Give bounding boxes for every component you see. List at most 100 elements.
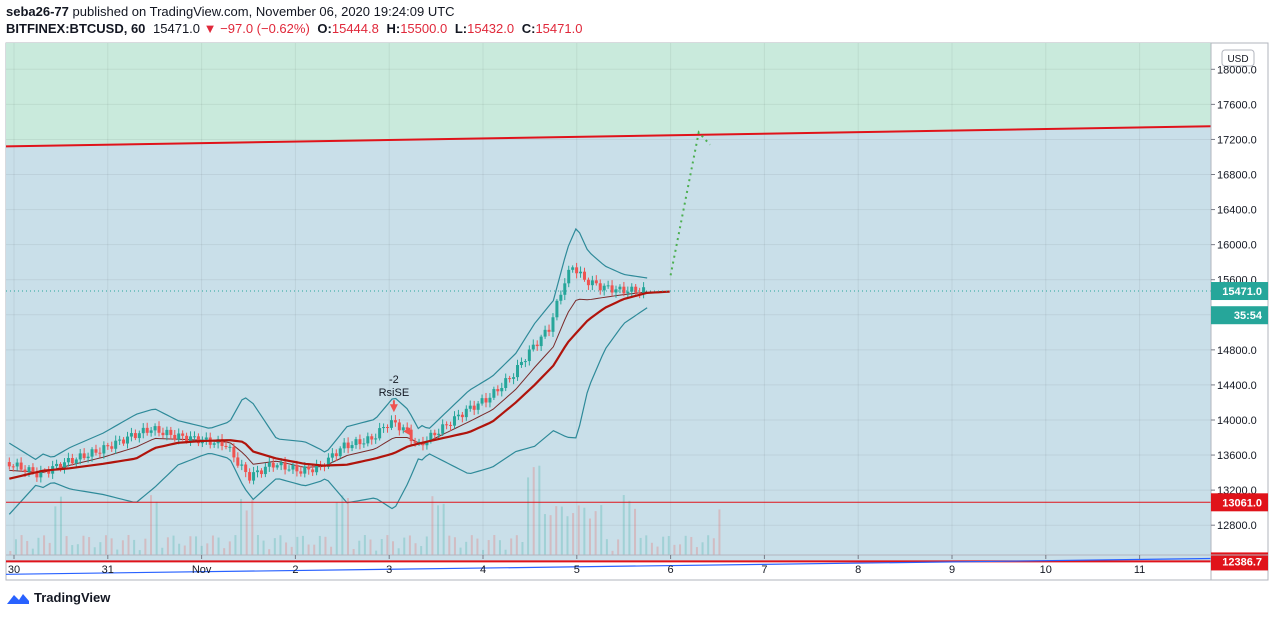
candle-body — [496, 389, 500, 392]
candle-body — [66, 458, 70, 463]
price-tag-label: 35:54 — [1234, 310, 1263, 322]
candle-body — [614, 289, 618, 293]
brand-name[interactable]: TradingView — [34, 590, 111, 605]
candle-body — [492, 389, 496, 398]
candle-body — [342, 442, 346, 449]
low-value: 15432.0 — [467, 21, 515, 36]
currency-box[interactable] — [1221, 49, 1255, 67]
candle-body — [90, 449, 94, 457]
candle-body — [78, 453, 82, 460]
candle-body — [98, 452, 102, 454]
author-name[interactable]: seba26-77 — [6, 4, 69, 19]
blue-trendline[interactable] — [5, 557, 1212, 575]
candle-body — [571, 267, 575, 270]
candle-body — [417, 441, 421, 443]
change-value: −97.0 (−0.62%) — [220, 21, 310, 36]
signal-label: RsiSE — [379, 387, 410, 399]
volume-bar — [172, 535, 175, 555]
candle-body — [405, 427, 409, 430]
price-tick-label: 13600.0 — [1217, 450, 1257, 462]
candle-body — [638, 292, 642, 294]
candle-body — [157, 426, 161, 433]
candle-body — [259, 470, 263, 475]
volume-bar — [662, 536, 665, 555]
candle-body — [594, 280, 598, 284]
volume-bar — [684, 535, 687, 555]
last-price: 15471.0 — [153, 21, 201, 36]
candle-body — [512, 377, 516, 379]
price-tick-label: 16000.0 — [1217, 240, 1257, 252]
candle-body — [386, 427, 390, 429]
candle-body — [145, 427, 149, 433]
volume-bar — [375, 550, 378, 555]
volume-bar — [183, 545, 186, 555]
candle-body — [315, 464, 319, 473]
volume-bar — [161, 547, 164, 555]
price-tag-label: 12386.7 — [1222, 556, 1262, 568]
volume-bar — [425, 536, 428, 555]
candle-body — [555, 300, 559, 318]
volume-bar — [695, 547, 698, 555]
volume-bar — [527, 477, 530, 555]
projection-path[interactable] — [669, 130, 711, 276]
currency-label: USD — [1227, 54, 1248, 65]
volume-bar — [211, 535, 214, 555]
volume-bar — [369, 539, 372, 555]
publish-line: seba26-77 published on TradingView.com, … — [6, 4, 455, 19]
price-tick-label: 16400.0 — [1217, 205, 1257, 217]
volume-bar — [690, 536, 693, 555]
candle-body — [468, 405, 472, 409]
price-tag-label: 13061.0 — [1222, 497, 1262, 509]
volume-bar — [127, 535, 130, 555]
volume-bar — [88, 537, 91, 555]
volume-bar — [256, 535, 259, 555]
volume-bar — [650, 542, 653, 555]
volume-bar — [403, 537, 406, 555]
candle-body — [401, 427, 405, 431]
candle-body — [47, 470, 51, 474]
candle-body — [263, 466, 267, 475]
volume-bar — [43, 535, 46, 555]
candle-body — [169, 429, 173, 435]
resistance-trendline[interactable] — [5, 125, 1212, 148]
volume-bar — [572, 513, 575, 555]
candle-body — [181, 433, 185, 436]
candle-body — [579, 271, 583, 274]
candle-body — [382, 427, 386, 429]
symbol-line: BITFINEX:BTCUSD, 60 15471.0 ▼ −97.0 (−0.… — [6, 21, 582, 36]
candle-body — [425, 441, 429, 446]
high-value: 15500.0 — [400, 21, 448, 36]
price-tick-label: 14800.0 — [1217, 345, 1257, 357]
volume-bar — [645, 535, 648, 555]
candle-body — [543, 329, 547, 337]
volume-bar — [634, 508, 637, 555]
candle-body — [362, 443, 366, 445]
time-tick-label: 8 — [855, 564, 861, 576]
candle-body — [224, 445, 228, 448]
bollinger-upper — [8, 227, 648, 461]
volume-bar — [656, 546, 659, 555]
volume-bar — [48, 542, 51, 555]
candle-body — [519, 361, 523, 366]
close-label: C: — [521, 21, 536, 36]
volume-bar — [667, 536, 670, 555]
volume-bar — [459, 547, 462, 555]
volume-bar — [14, 539, 17, 555]
open-label: O: — [317, 21, 332, 36]
volume-bar — [510, 538, 513, 555]
candle-body — [55, 463, 59, 467]
close-value: 15471.0 — [535, 21, 583, 36]
volume-bar — [577, 505, 580, 555]
signal-arrow-stem — [392, 400, 395, 407]
candle-body — [86, 456, 90, 459]
candle-body — [590, 280, 594, 286]
volume-bar — [144, 538, 147, 555]
candle-body — [551, 317, 555, 332]
candle-body — [346, 442, 350, 449]
candle-body — [196, 436, 200, 444]
volume-bar — [408, 535, 411, 555]
candle-body — [626, 291, 630, 294]
candle-body — [334, 453, 338, 457]
candle-body — [74, 459, 78, 464]
